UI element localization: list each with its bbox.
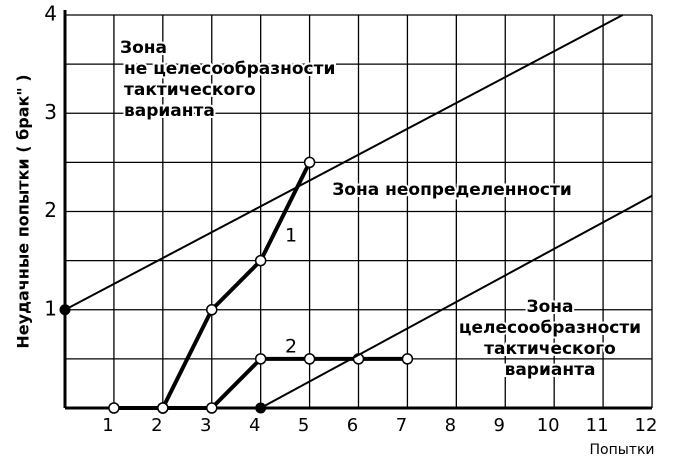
annotation: Зона	[527, 297, 574, 317]
series-label: 2	[285, 336, 297, 358]
x-tick-label: 7	[396, 415, 407, 436]
point	[254, 353, 267, 365]
annotation: не целесообразности	[124, 59, 335, 79]
x-tick-label: 10	[537, 415, 560, 436]
point	[303, 353, 316, 365]
y-tick-label: 1	[44, 296, 57, 320]
annotation: Зона неопределенности	[332, 180, 572, 200]
x-tick-label: 8	[445, 415, 456, 436]
point	[157, 402, 169, 414]
x-tick-label: 11	[586, 415, 609, 436]
series-line	[162, 356, 408, 410]
x-tick-label: 12	[635, 415, 658, 436]
point	[59, 304, 71, 316]
annotation: тактического	[124, 80, 256, 100]
series-line	[260, 194, 653, 409]
x-axis-label: Попытки	[589, 442, 654, 458]
point	[108, 402, 120, 414]
y-axis-label: Неудачные попытки ( брак" )	[14, 74, 33, 348]
point	[401, 353, 414, 365]
x-tick-label: 9	[494, 415, 505, 436]
y-tick-label: 3	[44, 100, 57, 124]
point	[255, 402, 267, 414]
point	[206, 402, 218, 414]
annotation: тактического	[484, 339, 616, 359]
x-tick-label: 5	[298, 415, 309, 436]
annotation: варианта	[124, 101, 215, 121]
point	[206, 304, 218, 316]
series-line	[64, 14, 624, 311]
annotation: варианта	[505, 360, 596, 380]
x-tick-label: 6	[347, 415, 358, 436]
x-tick-label: 2	[151, 415, 162, 436]
annotation: Зона	[120, 38, 167, 58]
y-tick-label: 2	[44, 198, 57, 222]
x-tick-label: 3	[200, 415, 211, 436]
point	[254, 254, 267, 267]
x-tick-label: 1	[102, 415, 113, 436]
point	[303, 156, 316, 169]
y-tick-label: 4	[44, 2, 57, 26]
annotation: целесообразности	[459, 318, 641, 338]
series-label: 1	[285, 225, 297, 247]
x-tick-label: 4	[249, 415, 260, 436]
